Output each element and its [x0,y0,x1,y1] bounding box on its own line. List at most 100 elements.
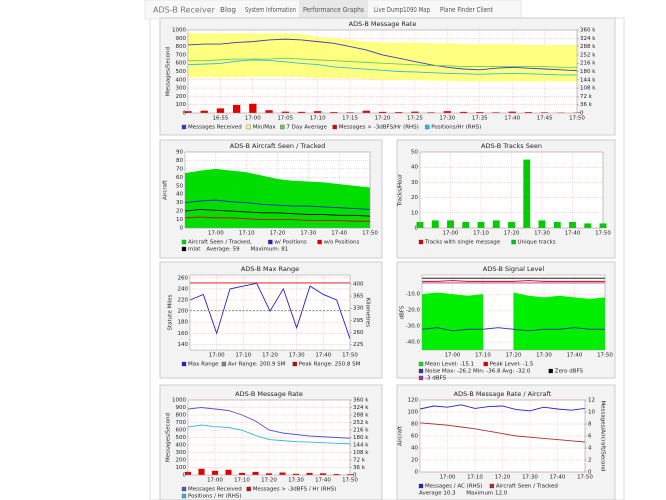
bar [411,111,419,113]
line [419,404,586,412]
y-tick-label: 1000 [172,398,186,404]
legend-label: w/ Positions [274,240,307,246]
y2-tick-label: 10 [588,410,595,416]
y-tick-label: -20.0 [406,308,421,314]
x-tick-label: 17:50 [342,478,358,484]
legend-label: Peak Range: 250.8 SM [299,362,361,368]
bar [508,111,516,113]
x-tick-label: 17:00 [443,231,459,237]
legend-label: Positions / Hr (RHS) [188,494,242,500]
x-tick-label: 17:00 [245,116,261,122]
y2-tick-label: 288 k [353,413,369,419]
plot-area [190,275,350,350]
line [419,422,586,443]
legend-label: Messages > -3dBFS/Hr (RHS) [339,125,419,131]
line [189,282,351,340]
x-tick-label: 17:30 [536,353,552,359]
y-tick-label: 300 [176,450,187,456]
x-tick-label: 17:30 [288,478,304,484]
plot-frame [187,399,351,476]
bar [508,221,515,228]
legend-label: -3 dBFS [425,376,447,382]
line [187,38,578,72]
nav-item[interactable]: System Information [245,6,296,14]
y-tick-label: -10.0 [406,292,421,298]
nav-item[interactable]: Plane Finder Client [440,6,493,14]
x-tick-label: 17:10 [310,116,326,122]
legend-label: 7 Day Average [286,125,327,131]
y2-tick-label: 252 k [580,52,596,58]
bar [225,469,232,475]
plot-frame [421,274,606,351]
x-tick-label: 17:50 [595,231,611,237]
y-tick-label: 0 [183,111,187,117]
x-tick-label: 17:30 [300,231,316,237]
x-tick-label: 17:20 [506,353,522,359]
legend-note: Maximum 12.0 [466,491,508,497]
y-tick-label: 1000 [172,28,186,34]
y-tick-label: 40 [176,192,183,198]
legend-label: Messages > -3dBFS / Hr (RHS) [253,487,337,493]
bar [476,112,484,113]
y-tick-label: 20 [176,209,183,215]
x-tick-label: 17:00 [440,475,456,481]
y-tick-label: 800 [176,413,187,419]
legend-swatch [181,124,187,130]
x-tick-label: 16:55 [212,116,228,122]
x-tick-label: 17:45 [537,116,553,122]
x-tick-label: 17:05 [277,116,293,122]
x-tick-label: 17:40 [504,116,520,122]
nav-item[interactable]: Performance Graphs [303,6,364,14]
y2-tick-label: 6 [588,434,592,440]
nav-item[interactable]: Blog [220,6,236,14]
y2-tick-label: 36 k [353,465,366,471]
bar [540,112,549,113]
bar [427,112,435,113]
y-tick-label: 70 [176,166,183,172]
y2-tick-label: 12 [588,398,595,404]
y2-tick-label: 180 k [353,435,369,441]
bar [292,473,300,475]
bar [443,111,451,113]
legend-label: Avr Range: 200.9 SM [228,362,286,368]
nav-item[interactable]: Live Dump1090 Map [374,6,430,14]
bar [492,220,500,228]
y2-tick-label: 330 [353,306,364,312]
legend-swatch [418,239,424,245]
legend-label: mlat [188,247,201,253]
y-axis-label: Statute Miles [168,294,174,330]
legend-label: Messages Received [188,125,242,131]
y-tick-label: 200 [176,94,187,100]
bar [584,223,592,228]
line [188,57,577,68]
y-tick-label: 400 [176,443,187,449]
bar [238,472,246,475]
legend-note: Maximum: 81 [251,247,289,253]
y2-tick-label: 324 k [353,405,369,411]
legend-swatch [425,124,430,130]
y-tick-label: 120 [408,398,419,404]
legend-swatch [548,368,553,374]
line [184,199,371,210]
legend-swatch [418,375,424,381]
x-tick-label: 17:20 [262,353,278,359]
x-tick-label: 17:20 [261,478,277,484]
legend-swatch [246,486,251,492]
y-tick-label: 30 [411,180,418,186]
bar [524,112,533,113]
y2-tick-label: 2 [588,458,592,464]
x-tick-label: 17:30 [439,116,455,122]
legend-label: Zero dBFS [555,369,584,375]
y-tick-label: 140 [178,342,189,348]
y-tick-label: 240 [178,286,189,292]
legend-swatch [317,239,322,245]
x-tick-label: 17:20 [270,231,286,237]
y-tick-label: 200 [176,458,187,464]
brand[interactable]: ADS-B Receiver [153,6,216,15]
x-tick-label: 17:10 [475,353,491,359]
x-tick-label: 17:00 [208,231,224,237]
y-tick-label: 500 [176,435,187,441]
legend-label: Mean Level: -15.1 [425,362,474,368]
x-tick-label: 17:50 [597,353,613,359]
bar [538,220,546,228]
